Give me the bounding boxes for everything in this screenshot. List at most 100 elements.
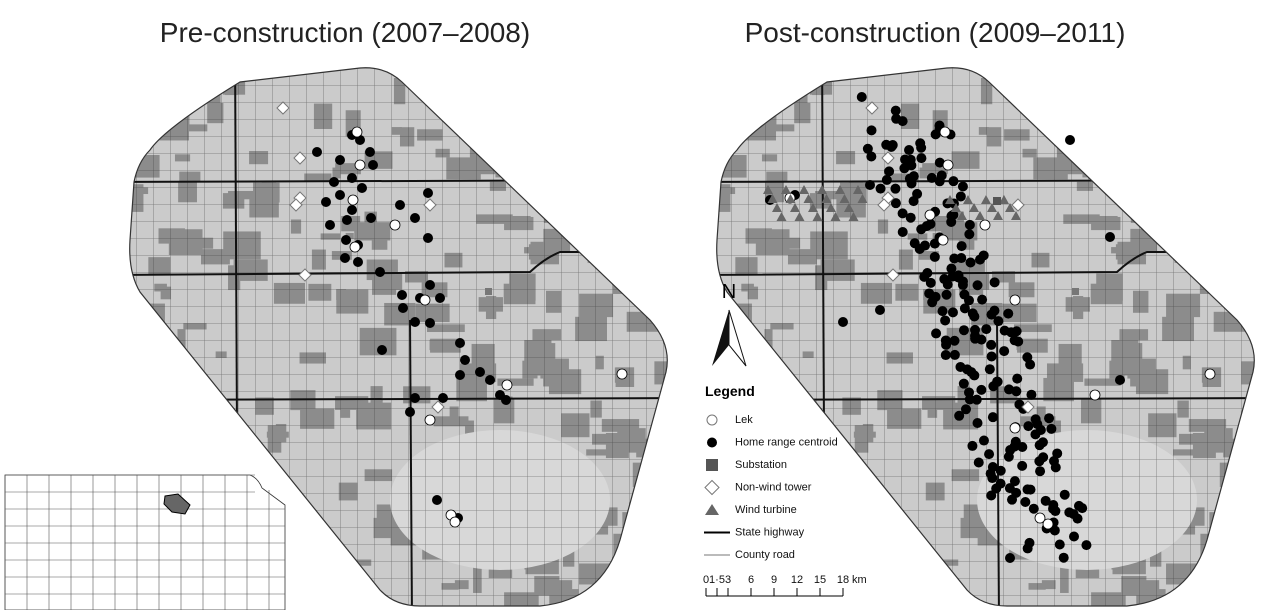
lek [616,368,628,380]
home-range-centroid [986,309,997,320]
land-patch [1189,149,1223,171]
land-patch [716,132,718,139]
panel-title: Post-construction (2009–2011) [745,17,1126,48]
legend-label: Substation [735,459,787,471]
wind-turbine [969,203,979,212]
home-range-centroid [435,293,445,303]
land-patch [575,193,595,215]
home-range-centroid [325,220,335,230]
land-patch [1160,191,1196,199]
home-range-centroid [922,267,933,278]
land-patch [656,73,668,94]
land-patch [1235,465,1255,485]
wind-turbine [808,203,818,212]
home-range-centroid [1105,232,1115,242]
home-range-centroid [1022,352,1033,363]
home-range-centroid [1017,460,1028,471]
home-range-centroid [335,190,345,200]
lek [351,126,363,138]
non-wind-tower [877,198,891,212]
scale-label: 6 [748,574,754,586]
home-range-centroid [460,355,470,365]
land-patch [608,208,637,225]
home-range-centroid [940,315,951,326]
home-range-centroid [986,490,997,501]
legend: Legend Lek Home range centroid Substation N… [704,383,838,561]
home-range-centroid [953,270,964,281]
home-range-centroid [890,105,901,116]
home-range-centroid [410,317,420,327]
home-range-centroid [929,251,940,262]
home-range-centroid [856,92,867,103]
home-range-centroid [1040,495,1051,506]
land-patch [648,465,668,485]
land-patch [626,265,646,273]
home-range-centroid [1054,539,1065,550]
land-patch [1232,278,1255,290]
land-patch [1154,154,1165,177]
home-range-centroid [1023,421,1034,432]
land-patch [631,500,659,522]
lek [1009,294,1021,306]
land-patch [901,595,932,607]
lek [389,219,401,231]
land-patch [670,322,686,340]
land-patch [804,592,830,607]
home-range-centroid [395,200,405,210]
home-range-centroid [897,208,908,219]
wind-turbine [1011,211,1021,220]
land-patch [467,68,500,88]
home-range-centroid [1026,389,1037,400]
home-range-centroid [1009,476,1020,487]
home-range-centroid [904,145,915,156]
land-patch [1174,245,1213,263]
land-patch [768,88,777,114]
lek [1034,512,1046,524]
home-range-centroid [890,198,901,209]
lek [937,234,949,246]
home-range-centroid [954,410,965,421]
home-range-centroid [1006,327,1017,338]
land-patch [1241,91,1252,103]
land-patch [654,91,665,103]
land-patch [635,504,648,522]
home-range-centroid [340,253,350,263]
home-range-centroid [375,267,385,277]
lek [1042,518,1054,530]
home-range-centroid [973,457,984,468]
non-wind-tower [431,400,445,414]
land-patch [155,119,167,126]
land-patch [1215,90,1235,104]
home-range-centroid [970,333,981,344]
lek [501,379,513,391]
home-range-centroid [940,350,951,361]
land-patch [961,601,983,607]
wind-turbine [835,185,845,194]
home-range-centroid [995,465,1006,476]
home-range-centroid [909,238,920,249]
land-patch [477,134,501,153]
home-range-centroid [501,395,511,405]
land-patch [1250,144,1255,165]
home-range-centroid [425,280,435,290]
land-patch [1257,322,1265,340]
home-range-centroid [960,404,971,415]
land-patch [538,74,555,93]
wind-turbine [826,203,836,212]
lek [419,294,431,306]
land-patch [605,84,637,98]
land-patch [676,173,703,188]
home-range-centroid [957,181,968,192]
home-range-centroid [1030,414,1041,425]
home-range-centroid [931,328,942,339]
home-range-centroid [862,143,873,154]
highway [716,251,1255,276]
legend-label: Lek [735,414,753,426]
land-patch [1085,85,1115,113]
home-range-centroid [919,240,930,251]
home-range-centroid [1003,451,1014,462]
wind-turbine [776,212,787,221]
land-patch [184,438,220,446]
land-patch [181,88,190,114]
